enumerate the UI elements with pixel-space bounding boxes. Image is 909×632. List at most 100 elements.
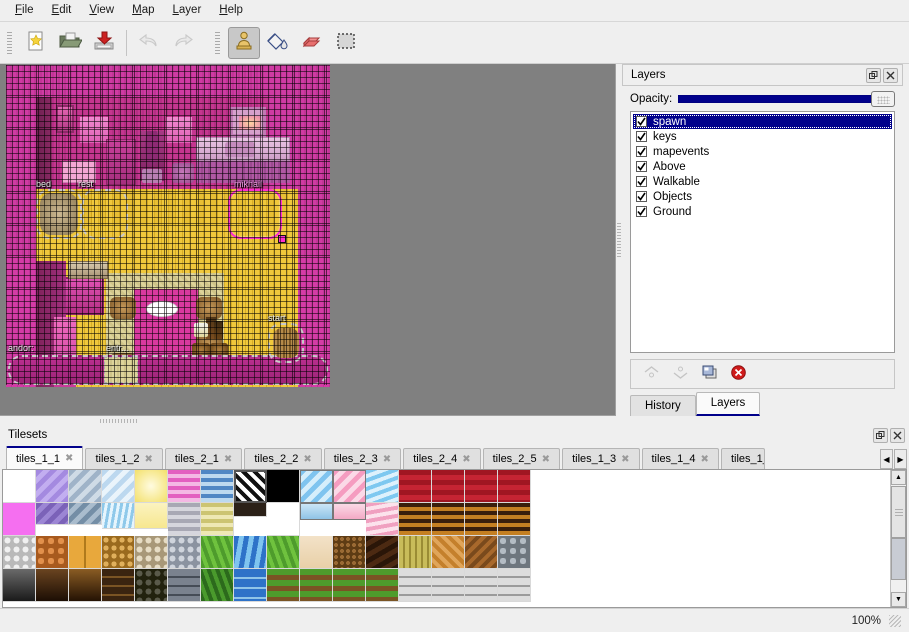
tile[interactable] — [300, 470, 333, 503]
tile[interactable] — [135, 470, 168, 503]
layer-visibility-checkbox[interactable] — [636, 131, 647, 142]
layer-row-mapevents[interactable]: mapevents — [633, 144, 892, 159]
menu-help[interactable]: Help — [219, 4, 243, 16]
tile[interactable] — [69, 536, 102, 569]
menu-file[interactable]: File — [15, 4, 34, 16]
tile[interactable] — [498, 569, 531, 602]
tile[interactable] — [399, 503, 432, 536]
lower-layer-button[interactable] — [670, 364, 690, 384]
bucket-fill-button[interactable] — [262, 27, 294, 59]
tileset-tab-tiles_1_5[interactable]: tiles_1_ — [720, 448, 765, 469]
layer-list[interactable]: spawn keys mapevents Above Walkable — [630, 111, 895, 353]
tile[interactable] — [432, 536, 465, 569]
layer-row-above[interactable]: Above — [633, 159, 892, 174]
layer-visibility-checkbox[interactable] — [636, 191, 647, 202]
tile[interactable] — [498, 503, 531, 536]
layer-visibility-checkbox[interactable] — [636, 146, 647, 157]
undo-button[interactable] — [133, 27, 165, 59]
tile[interactable] — [69, 569, 102, 602]
tab-layers[interactable]: Layers — [695, 392, 761, 416]
tile[interactable] — [498, 470, 531, 503]
tile[interactable] — [36, 569, 69, 602]
tile[interactable] — [201, 536, 234, 569]
new-map-button[interactable] — [20, 27, 52, 59]
scroll-tabs-left-button[interactable]: ◀ — [880, 449, 893, 469]
vertical-splitter[interactable] — [616, 64, 622, 416]
tile[interactable] — [300, 503, 333, 520]
menu-map[interactable]: Map — [132, 4, 155, 16]
tile[interactable] — [333, 503, 366, 520]
tile[interactable] — [234, 470, 267, 503]
tileset-vertical-scrollbar[interactable]: ▲ ▼ — [890, 470, 906, 607]
open-map-button[interactable] — [54, 27, 86, 59]
save-map-button[interactable] — [88, 27, 120, 59]
tile[interactable] — [36, 470, 69, 503]
tile[interactable] — [234, 569, 267, 602]
tile[interactable] — [465, 470, 498, 503]
close-icon[interactable]: ✖ — [462, 453, 471, 465]
map-object-bed[interactable] — [36, 189, 82, 239]
toolbar-grip-2[interactable] — [214, 29, 222, 56]
tile[interactable] — [465, 503, 498, 536]
tile[interactable] — [366, 536, 399, 569]
tile[interactable] — [3, 569, 36, 602]
close-icon[interactable] — [890, 427, 905, 443]
tile[interactable] — [267, 569, 300, 602]
tile[interactable] — [465, 569, 498, 602]
tileset-tab-tiles_1_2[interactable]: tiles_1_2 ✖ — [85, 448, 163, 469]
tile[interactable] — [36, 536, 69, 569]
tile[interactable] — [135, 536, 168, 569]
tile[interactable] — [399, 569, 432, 602]
close-icon[interactable]: ✖ — [65, 453, 74, 464]
scroll-tabs-right-button[interactable]: ▶ — [894, 449, 907, 469]
tile[interactable] — [366, 470, 399, 503]
tile[interactable] — [69, 470, 102, 503]
horizontal-splitter[interactable] — [0, 416, 909, 425]
close-icon[interactable]: ✖ — [541, 453, 551, 465]
map-object-bar-gap[interactable] — [104, 357, 138, 383]
close-icon[interactable]: ✖ — [382, 453, 392, 465]
tile[interactable] — [3, 536, 36, 569]
tile[interactable] — [432, 503, 465, 536]
tile[interactable] — [432, 470, 465, 503]
layer-row-ground[interactable]: Ground — [633, 204, 892, 219]
tile[interactable] — [300, 536, 333, 569]
tile[interactable] — [201, 503, 234, 536]
tile[interactable] — [69, 503, 102, 525]
tile[interactable] — [267, 503, 300, 536]
scroll-up-button[interactable]: ▲ — [891, 470, 906, 485]
tile[interactable] — [135, 569, 168, 602]
delete-layer-button[interactable] — [728, 364, 748, 384]
tileset-tab-tiles_2_2[interactable]: tiles_2_2 ✖ — [244, 448, 322, 469]
scrollbar-thumb[interactable] — [891, 486, 906, 538]
tile[interactable] — [168, 536, 201, 569]
menu-layer[interactable]: Layer — [172, 4, 202, 16]
tile[interactable] — [399, 536, 432, 569]
layer-row-spawn[interactable]: spawn — [633, 114, 892, 129]
opacity-slider-knob[interactable] — [871, 91, 895, 107]
close-icon[interactable] — [883, 67, 898, 83]
tileset-tab-tiles_1_4[interactable]: tiles_1_4 ✖ — [641, 448, 719, 469]
tile[interactable] — [234, 536, 267, 569]
map-object-rest[interactable] — [82, 189, 128, 239]
layer-row-keys[interactable]: keys — [633, 129, 892, 144]
tile[interactable] — [498, 536, 531, 569]
tile[interactable] — [135, 503, 168, 529]
tile[interactable] — [168, 470, 201, 503]
tileset-tab-tiles_1_1[interactable]: tiles_1_1 ✖ — [6, 446, 84, 469]
close-icon[interactable]: ✖ — [223, 453, 233, 465]
tile[interactable] — [36, 503, 69, 525]
duplicate-layer-button[interactable] — [699, 364, 719, 384]
tile[interactable] — [333, 569, 366, 602]
tile[interactable] — [168, 503, 201, 536]
tile[interactable] — [333, 536, 366, 569]
redo-button[interactable] — [167, 27, 199, 59]
tile[interactable] — [168, 569, 201, 602]
tileset-tab-tiles_2_4[interactable]: tiles_2_4 ✖ — [403, 448, 481, 469]
layer-visibility-checkbox[interactable] — [636, 161, 647, 172]
tile[interactable] — [399, 470, 432, 503]
map-object-start[interactable] — [268, 323, 304, 363]
map-view[interactable]: bed rest mikhail andor: entr... start — [0, 64, 616, 416]
tile[interactable] — [201, 569, 234, 602]
tile[interactable] — [102, 569, 135, 602]
